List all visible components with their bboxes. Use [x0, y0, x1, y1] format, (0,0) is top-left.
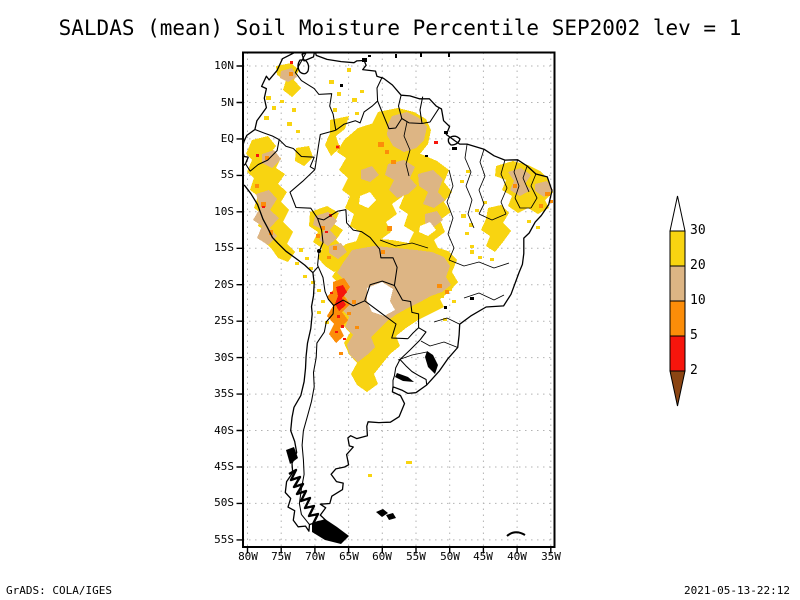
colorbar-label: 30 — [690, 223, 706, 238]
colorbar-label: 10 — [690, 293, 706, 308]
south-america-coastline — [243, 52, 553, 532]
colorbar-band-2-5 — [669, 335, 686, 372]
colorbar-label: 20 — [690, 258, 706, 273]
lon-tick-label: 40W — [507, 550, 527, 563]
lon-tick-label: 60W — [372, 550, 392, 563]
colorbar-band-10-20 — [669, 265, 686, 302]
lat-tick-label: EQ — [220, 132, 234, 145]
lon-tick-label: 50W — [440, 550, 460, 563]
lat-tick-label: 30S — [214, 351, 234, 364]
lon-tick-label: 55W — [406, 550, 426, 563]
lat-tick-label: 50S — [214, 496, 234, 509]
colorbar-band-20-30 — [669, 230, 686, 267]
colorbar-arrow-below-2 — [669, 370, 686, 407]
lat-tick-label: 45S — [214, 460, 234, 473]
lat-tick-label: 5S — [220, 168, 234, 181]
colorbar-label: 2 — [690, 363, 698, 378]
colorbar-band-5-10 — [669, 300, 686, 337]
country-borders — [245, 52, 440, 525]
axis-ticks — [236, 65, 552, 554]
lon-tick-label: 75W — [271, 550, 291, 563]
lon-tick-label: 65W — [339, 550, 359, 563]
lat-tick-label: 15S — [214, 241, 234, 254]
lon-tick-label: 45W — [473, 550, 493, 563]
lon-tick-label: 80W — [238, 550, 258, 563]
plot-frame — [242, 51, 556, 548]
colorbar-arrow-above-30 — [669, 195, 686, 232]
chart-title: SALDAS (mean) Soil Moisture Percentile S… — [58, 16, 742, 40]
state-borders — [379, 121, 538, 361]
islands-and-lakes — [286, 53, 526, 544]
lon-tick-label: 70W — [305, 550, 325, 563]
lat-tick-label: 40S — [214, 424, 234, 437]
lat-tick-label: 35S — [214, 387, 234, 400]
grads-credit: GrADS: COLA/IGES — [6, 584, 112, 597]
colorbar-label: 5 — [690, 328, 698, 343]
lat-tick-label: 20S — [214, 278, 234, 291]
shading-10-20 — [253, 68, 553, 362]
lat-tick-label: 5N — [220, 96, 234, 109]
lat-tick-label: 10N — [214, 59, 234, 72]
colorbar — [669, 195, 686, 407]
lat-tick-label: 25S — [214, 314, 234, 327]
lat-tick-label: 10S — [214, 205, 234, 218]
lon-tick-label: 35W — [541, 550, 561, 563]
lat-tick-label: 55S — [214, 533, 234, 546]
timestamp: 2021-05-13-22:12 — [684, 584, 790, 597]
